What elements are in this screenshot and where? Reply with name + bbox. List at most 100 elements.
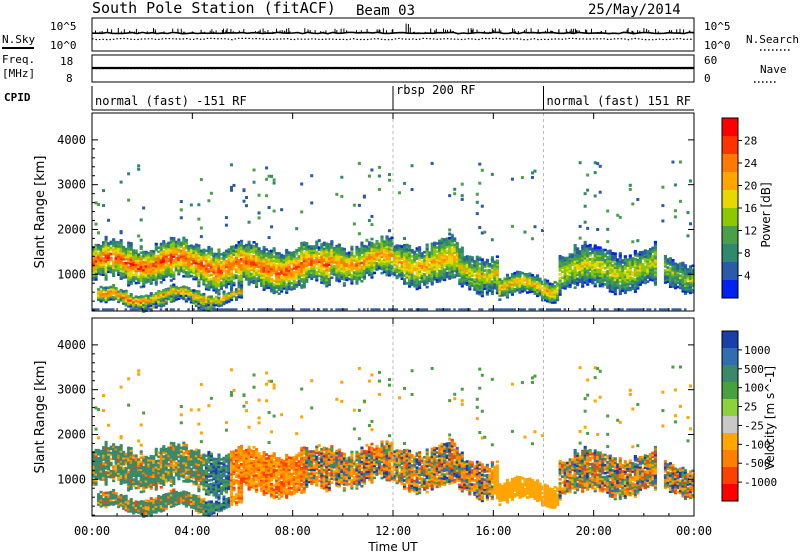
power-cell — [199, 255, 203, 259]
power-cell — [520, 289, 525, 293]
power-cell — [179, 257, 183, 261]
power-cell — [678, 280, 683, 284]
power-cell — [92, 249, 96, 253]
power-cell — [184, 290, 188, 293]
power-cell — [295, 263, 299, 266]
power-cell — [387, 253, 392, 257]
power-cell — [540, 280, 545, 284]
power-cell — [520, 285, 525, 289]
power-cell — [114, 293, 118, 296]
power-cell — [601, 272, 605, 276]
power-cell — [280, 263, 284, 267]
power-cell — [107, 270, 111, 273]
power-cell — [124, 265, 128, 269]
power-cell — [405, 257, 409, 261]
power-cell — [164, 254, 168, 258]
power-cell — [310, 261, 314, 264]
freq-unit-label: [MHz] — [2, 67, 35, 80]
power-cell — [122, 268, 126, 271]
power-cell — [250, 272, 254, 276]
power-cell — [671, 277, 675, 280]
power-cell — [593, 171, 597, 175]
power-cell — [297, 259, 301, 262]
power-cell — [413, 278, 417, 282]
power-cell — [327, 259, 331, 262]
power-cell — [480, 168, 484, 172]
power-cell — [395, 266, 399, 270]
power-cell — [164, 269, 168, 272]
power-cell — [593, 194, 597, 198]
power-cell — [99, 248, 103, 252]
power-cell — [300, 182, 304, 186]
power-cell — [408, 260, 412, 264]
power-cell — [295, 261, 299, 264]
power-cell — [430, 272, 434, 276]
power-colorbar-swatch — [722, 208, 738, 227]
power-cell — [380, 263, 384, 267]
power-cell — [342, 269, 346, 273]
power-cell — [179, 290, 183, 294]
power-cell — [330, 262, 334, 265]
power-cell — [217, 274, 221, 278]
power-cell — [305, 248, 309, 251]
power-cell — [430, 266, 434, 270]
power-cell — [184, 242, 188, 246]
power-cell — [122, 292, 126, 295]
power-cell — [578, 236, 582, 240]
power-cell — [515, 284, 520, 288]
power-cell — [438, 245, 442, 249]
power-cell — [197, 217, 201, 221]
power-cell — [535, 292, 540, 296]
power-cell — [139, 301, 143, 304]
power-cell — [232, 267, 236, 271]
power-cell — [633, 282, 637, 285]
power-cell — [207, 199, 211, 203]
power-cell — [335, 277, 339, 280]
power-cell — [224, 261, 229, 265]
power-cell — [418, 280, 422, 284]
power-cell — [571, 273, 575, 277]
power-cell — [129, 242, 133, 245]
power-cell — [568, 257, 572, 260]
power-cell — [556, 308, 559, 311]
power-cell — [548, 286, 552, 290]
power-cell — [510, 277, 514, 280]
power-cell — [139, 218, 143, 222]
power-cell — [350, 257, 354, 261]
power-cell — [631, 308, 634, 311]
power-cell — [272, 255, 276, 258]
power-cell — [167, 296, 171, 300]
power-cell — [280, 208, 284, 212]
power-cell — [250, 260, 254, 264]
power-cell — [300, 251, 304, 255]
power-cell — [92, 247, 96, 251]
power-cell — [157, 294, 161, 297]
power-cell — [189, 250, 193, 254]
power-cell — [558, 256, 562, 260]
power-cell — [237, 271, 241, 274]
power-cell — [224, 275, 229, 279]
power-cell — [375, 268, 379, 271]
power-cell — [102, 251, 106, 254]
power-cell — [678, 278, 683, 282]
power-cell — [591, 275, 595, 279]
power-cell — [322, 263, 326, 267]
power-cell — [453, 251, 457, 255]
power-cell — [197, 274, 201, 278]
power-cell — [345, 276, 349, 280]
power-cell — [623, 263, 627, 266]
power-cell — [229, 294, 234, 298]
power-cell — [591, 277, 595, 281]
power-cell — [152, 250, 156, 253]
power-cell — [591, 308, 594, 311]
power-cell — [463, 255, 467, 259]
power-cell — [114, 295, 118, 298]
power-cell — [147, 298, 151, 302]
power-cell — [117, 257, 121, 260]
power-cell — [621, 275, 625, 278]
power-cell — [370, 308, 373, 311]
power-cell — [152, 274, 156, 277]
power-cell — [393, 269, 397, 273]
power-cell — [370, 257, 374, 261]
power-cell — [485, 278, 489, 282]
